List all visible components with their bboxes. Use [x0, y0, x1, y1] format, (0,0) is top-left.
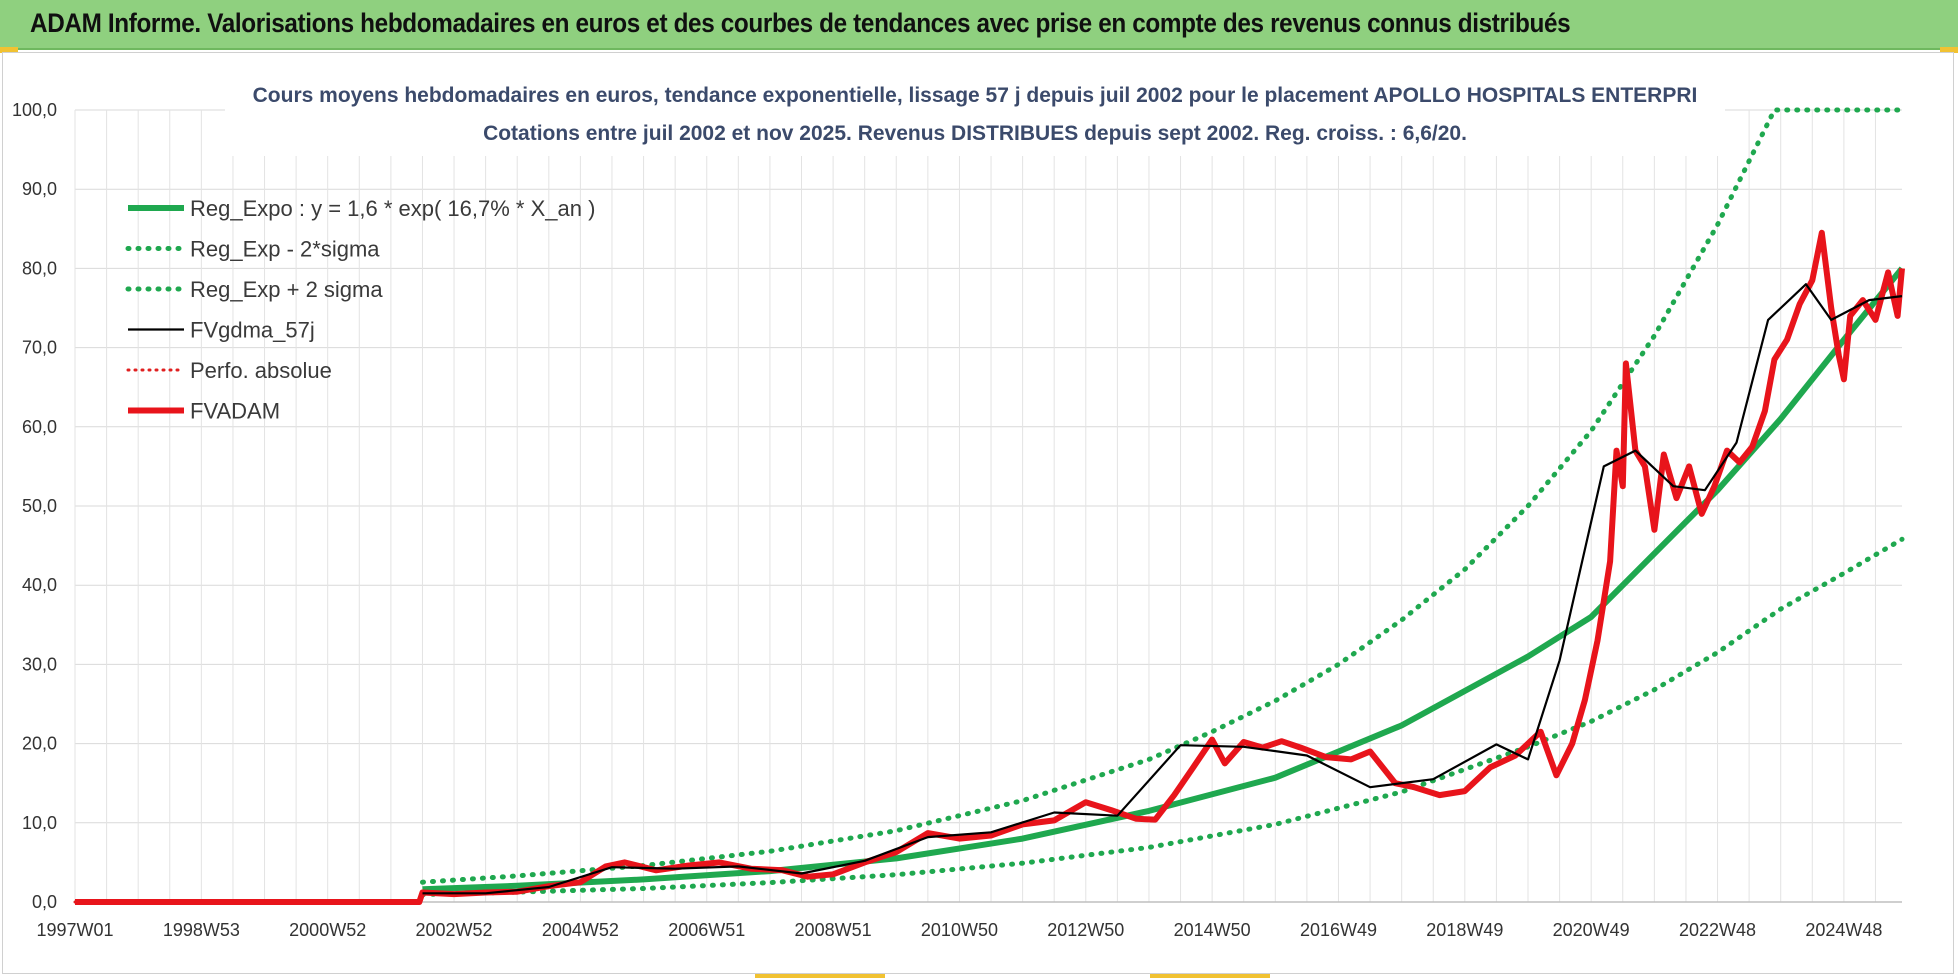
y-tick-label: 40,0: [22, 575, 57, 595]
series-line-fvgdma-57j: [422, 283, 1903, 895]
x-tick-label: 2010W50: [921, 920, 998, 940]
grid: [74, 109, 1902, 903]
legend-label: FVgdma_57j: [190, 318, 315, 343]
x-tick-label: 2008W51: [795, 920, 872, 940]
x-tick-label: 2012W50: [1047, 920, 1124, 940]
legend-label: Reg_Exp + 2 sigma: [190, 277, 383, 302]
report-banner: ADAM Informe. Valorisations hebdomadaire…: [0, 0, 1958, 50]
y-tick-label: 10,0: [22, 813, 57, 833]
series-line-reg-exp-2-sigma: [420, 536, 1905, 897]
bottom-mark-2: [1150, 974, 1270, 978]
x-tick-label: 2018W49: [1426, 920, 1503, 940]
x-tick-label: 2000W52: [289, 920, 366, 940]
legend-label: Perfo. absolue: [190, 358, 332, 383]
legend-label: FVADAM: [190, 399, 280, 424]
x-tick-label: 2016W49: [1300, 920, 1377, 940]
title-background: [225, 78, 1725, 156]
chart-title-block: Cours moyens hebdomadaires en euros, ten…: [225, 78, 1725, 156]
x-tick-label: 1998W53: [163, 920, 240, 940]
x-tick-label: 2022W48: [1679, 920, 1756, 940]
x-tick-label: 2024W48: [1805, 920, 1882, 940]
x-tick-label: 2002W52: [416, 920, 493, 940]
y-tick-label: 100,0: [12, 100, 57, 120]
series-line-reg-exp-2-sigma: [420, 107, 1905, 885]
bottom-mark-1: [755, 974, 885, 978]
y-tick-label: 70,0: [22, 338, 57, 358]
series-layer: [73, 107, 1905, 905]
chart-subtitle: Cotations entre juil 2002 et nov 2025. R…: [483, 122, 1467, 145]
legend-label: Reg_Exp - 2*sigma: [190, 237, 380, 262]
x-tick-label: 2004W52: [542, 920, 619, 940]
legend: Reg_Expo : y = 1,6 * exp( 16,7% * X_an )…: [125, 196, 595, 424]
chart-title: Cours moyens hebdomadaires en euros, ten…: [253, 84, 1698, 107]
x-tick-label: 2014W50: [1174, 920, 1251, 940]
report-title: ADAM Informe. Valorisations hebdomadaire…: [30, 8, 1571, 38]
series-line-reg-expo-y-1-6-exp-16-7-x-an: [422, 266, 1905, 893]
corner-mark-right: [1940, 47, 1958, 53]
x-tick-label: 1997W01: [36, 920, 113, 940]
legend-label: Reg_Expo : y = 1,6 * exp( 16,7% * X_an ): [190, 196, 595, 221]
axes: 0,0 10,0 20,0 30,0 40,0 50,0 60,0 70,0 80,0 90,0 1…: [12, 100, 1902, 940]
y-tick-label: 50,0: [22, 496, 57, 516]
y-tick-label: 80,0: [22, 258, 57, 278]
series-line-fvadam: [75, 229, 1905, 905]
corner-mark-left: [0, 47, 18, 53]
y-tick-label: 20,0: [22, 734, 57, 754]
x-tick-label: 2006W51: [668, 920, 745, 940]
y-tick-label: 30,0: [22, 654, 57, 674]
y-tick-label: 0,0: [32, 892, 57, 912]
chart-frame: [2, 52, 1954, 974]
x-tick-label: 2020W49: [1553, 920, 1630, 940]
y-tick-label: 60,0: [22, 417, 57, 437]
y-tick-label: 90,0: [22, 179, 57, 199]
